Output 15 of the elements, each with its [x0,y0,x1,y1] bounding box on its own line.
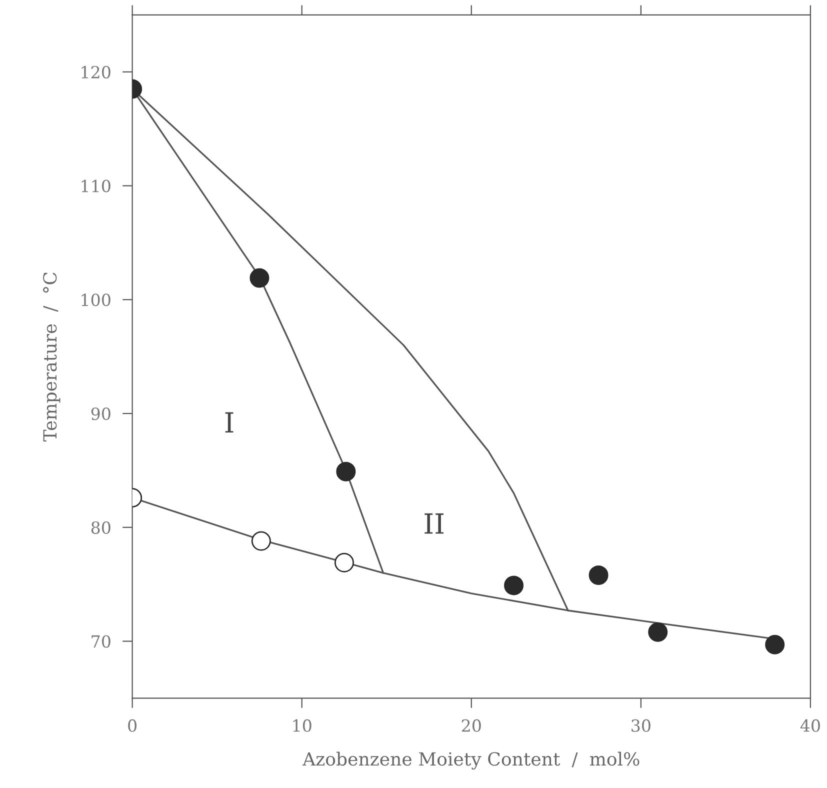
x-tick-label: 10 [293,719,312,732]
annotation: I [225,412,234,433]
x-tick-label: 30 [632,719,650,732]
y-tick-label: 110 [82,180,110,192]
x-tick-label: 40 [800,719,820,732]
x-axis-title: Azobenzene Moiety Content / mol% [302,752,640,770]
annotation: II [424,513,444,534]
y-axis-title: Temperature / °C [43,272,60,442]
y-tick-label: 120 [82,66,110,78]
y-tick-label: 100 [82,294,110,306]
x-tick-label: 0 [128,719,137,732]
x-tick-label: 20 [462,719,481,732]
y-tick-label: 90 [91,407,110,420]
y-tick-label: 80 [91,521,110,534]
y-tick-label: 70 [92,635,110,648]
